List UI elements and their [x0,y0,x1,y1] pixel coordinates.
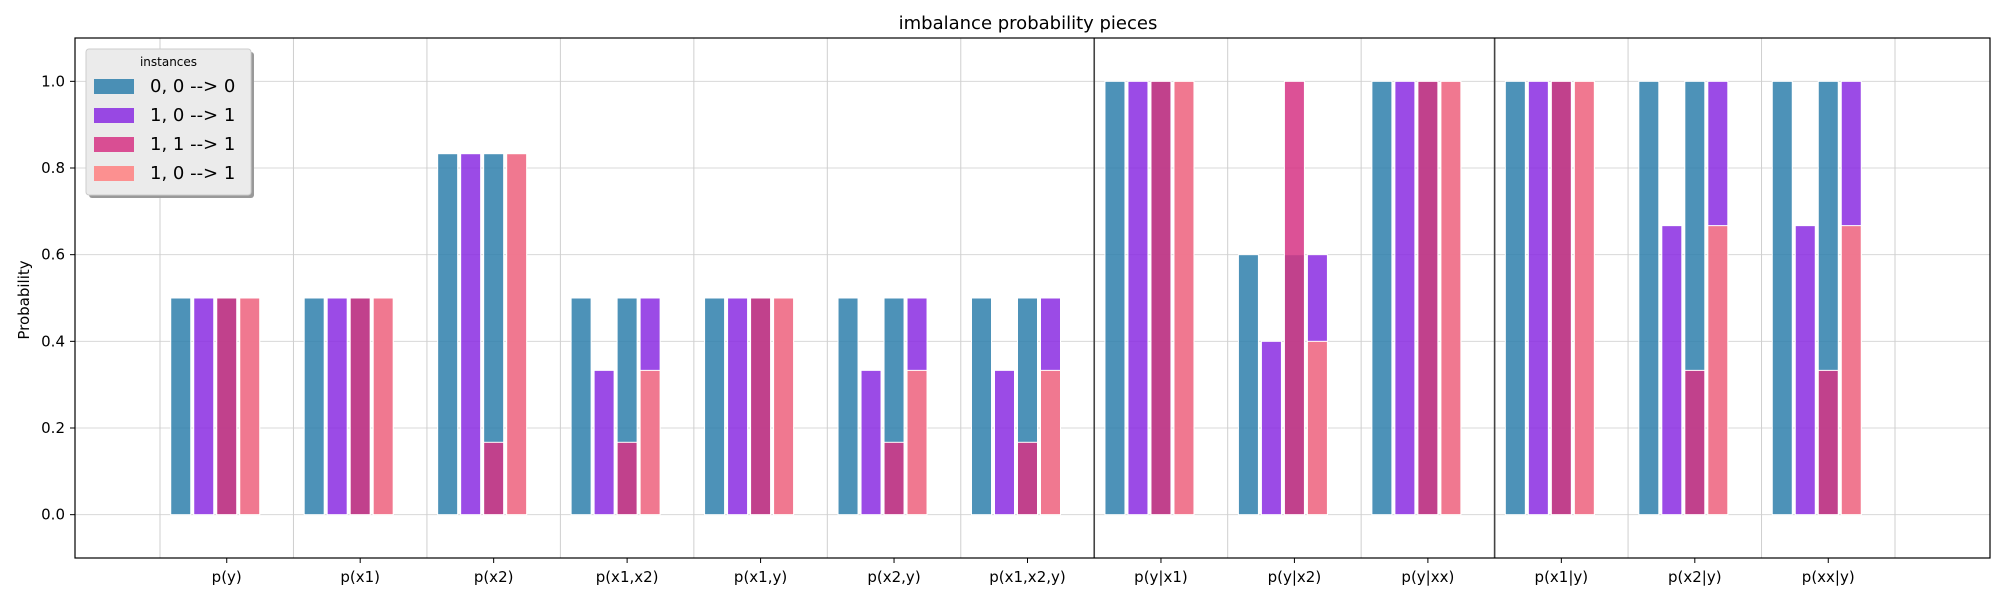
bar [1237,254,1259,516]
bar [1794,225,1816,516]
bar [1260,340,1282,516]
y-tick-label: 0.4 [41,332,65,350]
bar [1840,225,1862,516]
y-axis-label: Probability [15,260,33,339]
bar [1504,80,1526,516]
bar [1440,80,1462,516]
bar [1306,340,1328,516]
y-tick-label: 0.8 [41,159,65,177]
bar [593,369,615,516]
bar [1638,80,1660,516]
legend-entry-label: 1, 0 --> 1 [150,163,235,184]
bar [1527,80,1549,516]
bar [994,369,1015,516]
x-tick-label: p(x2|y) [1668,568,1722,586]
bar [773,297,795,516]
y-tick-label: 1.0 [41,72,65,90]
x-tick-label: p(x2,y) [867,568,920,586]
legend-swatch [94,79,134,94]
bar [906,369,928,516]
x-tick-label: p(x1,y) [734,568,787,586]
axes: 0.0 0.2 0.4 0.6 0.8 1.0 p(y) p(x1) p(x2) p(x1,x2)… [41,37,1991,586]
bar [1173,80,1195,516]
bar [483,441,505,516]
x-tick-label: p(x1) [340,568,380,586]
legend-swatch [94,166,134,181]
x-tick-label: p(y|xx) [1401,568,1454,586]
group-separators [1093,38,1496,558]
bar [1104,80,1126,516]
bar [1150,80,1172,516]
bar [326,297,348,516]
bar [239,297,261,516]
y-tick-label: 0.2 [41,419,65,437]
legend-entry-label: 1, 0 --> 1 [150,105,235,126]
bar [1017,441,1038,516]
bar [704,297,726,516]
bar [1573,80,1595,516]
plot-frame [74,37,1991,559]
x-tick-label: p(y|x2) [1268,568,1322,586]
x-tick-label: p(x1|y) [1535,568,1589,586]
bar [1283,80,1305,516]
bar [349,297,371,516]
x-tick-label: p(x1,x2) [596,568,659,586]
bar [750,297,772,516]
bar [883,441,905,516]
x-tick-label: p(xx|y) [1802,568,1855,586]
bar [460,153,482,516]
bar [506,153,528,516]
bar [372,297,394,516]
bar [1684,369,1706,516]
legend-swatch [94,137,134,152]
bar [193,297,215,516]
x-tick-label: p(x1,x2,y) [989,568,1065,586]
bar [216,297,238,516]
y-tick-label: 0.6 [41,246,65,264]
bar [303,297,325,516]
bar [1707,225,1729,516]
bar [437,153,459,516]
bar [1394,80,1416,516]
bar [639,369,661,516]
bar [1417,80,1439,516]
bar [570,297,592,516]
bar [1661,225,1683,516]
x-tick-label: p(y|x1) [1134,568,1188,586]
bar [837,297,859,516]
bar [1771,80,1793,516]
bar [1550,80,1572,516]
bar [971,297,992,516]
legend-entry-label: 0, 0 --> 0 [150,76,235,97]
bar [1040,369,1061,516]
x-tick-label: p(x2) [474,568,514,586]
legend-entry-label: 1, 1 --> 1 [150,134,235,155]
legend: instances 0, 0 --> 0 1, 0 --> 1 1, 1 --> 1 1… [85,48,254,198]
x-tick-label: p(y) [212,568,242,586]
bar [1371,80,1393,516]
bar [616,441,638,516]
bar [170,297,192,516]
bar [1127,80,1149,516]
legend-swatch [94,108,134,123]
bars [170,80,1862,516]
bar [727,297,749,516]
bar [1817,369,1839,516]
legend-title: instances [140,55,197,69]
bar [860,369,882,516]
chart-title: imbalance probability pieces [899,13,1158,34]
y-tick-label: 0.0 [41,506,65,524]
